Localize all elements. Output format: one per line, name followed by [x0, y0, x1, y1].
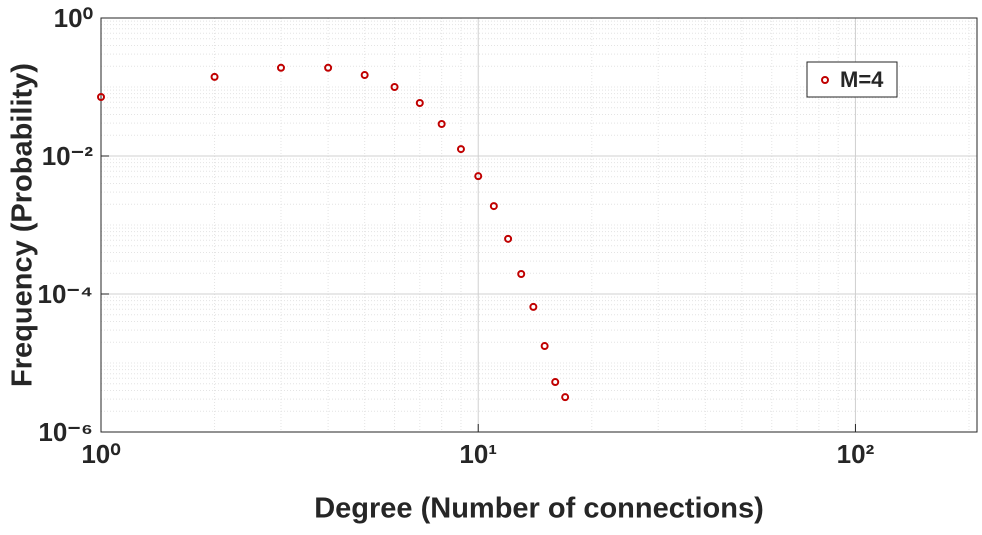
data-point	[360, 71, 369, 80]
data-point	[474, 172, 483, 181]
legend-marker	[821, 76, 829, 84]
y-axis-label: Frequency (Probability)	[7, 63, 39, 387]
y-tick-label: 10⁰	[54, 3, 93, 33]
data-point	[504, 234, 513, 243]
legend-label: M=4	[840, 67, 884, 92]
data-point	[529, 302, 538, 311]
y-tick-label: 10⁻²	[42, 141, 94, 171]
data-point	[561, 393, 570, 402]
x-tick-label: 10²	[837, 439, 875, 469]
data-point	[415, 99, 424, 108]
data-point	[210, 72, 219, 81]
data-point	[97, 93, 105, 102]
data-point	[489, 202, 498, 211]
grid	[100, 17, 977, 433]
x-axis-label: Degree (Number of connections)	[314, 493, 764, 525]
data-point	[456, 145, 465, 154]
data-point	[390, 83, 399, 91]
x-tick-label: 10¹	[459, 439, 497, 469]
y-tick-label: 10⁻⁴	[37, 279, 93, 309]
axes-box	[100, 17, 978, 433]
legend: M=4	[806, 61, 898, 98]
data-point	[437, 119, 446, 128]
y-tick-label: 10⁻⁶	[38, 417, 93, 447]
data-point	[276, 63, 285, 72]
x-tick-label: 10⁰	[81, 439, 120, 469]
data-point	[324, 63, 333, 72]
data-point	[517, 269, 526, 278]
data-point	[540, 342, 549, 351]
data-point	[551, 378, 560, 387]
